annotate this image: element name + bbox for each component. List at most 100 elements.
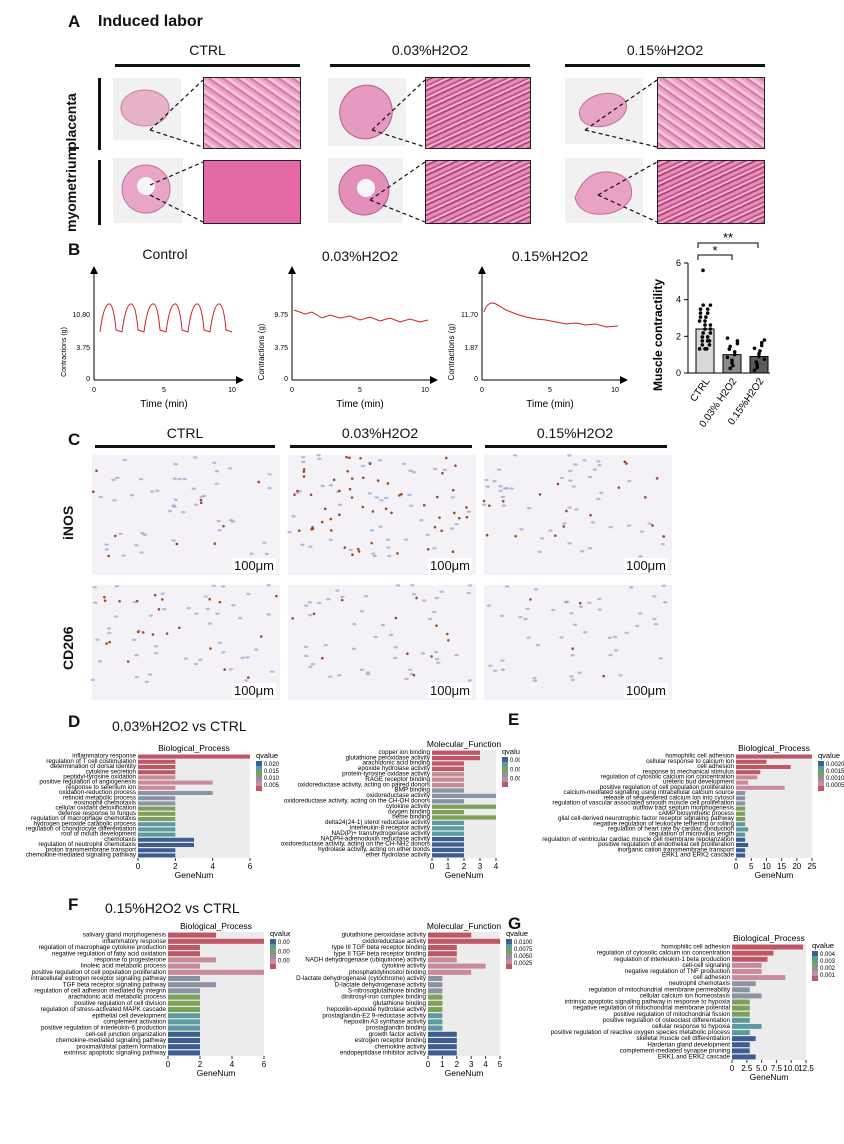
ihc-positive-stain bbox=[356, 547, 360, 551]
enrich-legend-swatch bbox=[502, 767, 508, 772]
contractility-point bbox=[700, 339, 705, 343]
contractility-point bbox=[700, 335, 705, 339]
ihc-positive-stain bbox=[177, 626, 181, 630]
enrich-bar bbox=[432, 842, 464, 847]
enrich-legend-swatch bbox=[506, 959, 512, 964]
panel-g-letter: G bbox=[508, 914, 522, 933]
enrich-category-label: glutathione peroxidase activity bbox=[342, 932, 427, 939]
ihc-positive-stain bbox=[488, 504, 491, 507]
ihc-nucleus bbox=[500, 495, 506, 499]
placenta-ctrl-micrograph bbox=[203, 77, 301, 149]
ihc-inos-015: 100μm bbox=[484, 455, 672, 575]
enrich-xtick-label: 12.5 bbox=[798, 1064, 814, 1073]
ihc-nucleus bbox=[498, 484, 503, 488]
ihc-nucleus bbox=[142, 533, 148, 536]
enrich-xtick-label: 3 bbox=[469, 1060, 474, 1069]
enrich-legend-tick: 0.002 bbox=[510, 777, 520, 783]
enrich-bar bbox=[432, 761, 464, 766]
enrich-xtick-label: 4 bbox=[483, 1060, 488, 1069]
ihc-nucleus bbox=[228, 467, 233, 470]
enrich-bar bbox=[736, 765, 791, 769]
ihc-positive-stain bbox=[103, 595, 106, 599]
contractility-point bbox=[755, 362, 759, 367]
ihc-nucleus bbox=[92, 586, 97, 589]
enrich-xtick-label: 3 bbox=[478, 862, 483, 871]
panel-f-subtitle: 0.15%H2O2 vs CTRL bbox=[105, 900, 240, 916]
enrich-legend-swatch bbox=[270, 939, 276, 944]
enrich-category-label: epoxide hydrolase activity bbox=[358, 765, 431, 772]
ihc-nucleus bbox=[95, 638, 100, 641]
enrich-bar bbox=[428, 1025, 443, 1031]
svg-text:3.75: 3.75 bbox=[274, 345, 288, 352]
enrich-category-label: response to mechanical stimulus bbox=[643, 768, 734, 775]
ihc-nucleus bbox=[596, 460, 601, 463]
ihc-positive-stain bbox=[440, 529, 443, 533]
ihc-nucleus bbox=[266, 613, 271, 616]
ihc-nucleus bbox=[134, 543, 139, 547]
enrich-bar bbox=[732, 969, 762, 974]
ihc-positive-stain bbox=[415, 596, 418, 600]
enrich-category-label: proton transmembrane transport bbox=[46, 846, 137, 853]
ihc-nucleus bbox=[171, 504, 176, 507]
enrich-category-label: linoleic acid metabolic process bbox=[81, 963, 166, 970]
enrich-legend-swatch bbox=[818, 771, 824, 776]
enrich-legend-title: qvalue bbox=[270, 929, 290, 938]
panel-a-rule-015 bbox=[565, 64, 765, 67]
enrich-category-label: oxygen binding bbox=[388, 808, 431, 815]
enrich-category-label: arachidonic acid binding bbox=[362, 760, 430, 767]
ihc-positive-stain bbox=[412, 673, 416, 677]
ihc-nucleus bbox=[597, 463, 602, 467]
ihc-nucleus bbox=[537, 550, 542, 553]
enrich-bar bbox=[168, 982, 216, 988]
ihc-nucleus bbox=[612, 635, 618, 639]
enrich-category-label: defense response to fungus bbox=[58, 810, 136, 817]
ihc-nucleus bbox=[627, 479, 632, 483]
ihc-nucleus bbox=[304, 654, 309, 658]
enrich-bar bbox=[138, 853, 176, 858]
ihc-nucleus bbox=[262, 541, 267, 544]
enrich-bar bbox=[736, 801, 746, 806]
enrich-xlabel: GeneNum bbox=[755, 870, 794, 880]
ihc-nucleus bbox=[492, 669, 498, 672]
enrich-bar bbox=[432, 847, 464, 852]
ihc-nucleus bbox=[155, 489, 160, 492]
enrich-category-label: regulation of mitochondrial membrane per… bbox=[589, 986, 731, 993]
ihc-nucleus bbox=[379, 499, 384, 502]
ihc-positive-stain bbox=[113, 534, 117, 538]
ihc-nucleus bbox=[498, 489, 503, 493]
enrich-bar bbox=[732, 1030, 750, 1035]
ihc-positive-stain bbox=[398, 494, 401, 497]
ihc-positive-stain bbox=[257, 480, 261, 484]
enrich-bar bbox=[432, 777, 464, 782]
ihc-positive-stain bbox=[199, 498, 203, 502]
ihc-nucleus bbox=[308, 545, 313, 548]
enrich-category-label: arachidonic acid metabolic process bbox=[68, 994, 166, 1001]
enrich-category-label: phosphatidylinositol binding bbox=[349, 969, 427, 976]
enrich-category-label: cytokine activity bbox=[386, 803, 431, 810]
enrich-bar bbox=[138, 827, 176, 832]
ihc-positive-stain bbox=[323, 507, 327, 511]
ihc-nucleus bbox=[425, 533, 430, 537]
enrich-category-label: regulation of T cell costimulation bbox=[46, 758, 136, 765]
ihc-positive-stain bbox=[644, 495, 647, 499]
sig-star-2: ** bbox=[723, 230, 733, 245]
enrich-legend-title: qvalue bbox=[502, 747, 520, 756]
contractility-point bbox=[708, 327, 713, 331]
enrich-bar bbox=[168, 1031, 200, 1037]
ihc-nucleus bbox=[562, 522, 567, 525]
enrich-bar bbox=[732, 1042, 750, 1048]
ihc-nucleus bbox=[608, 525, 613, 529]
contractility-point bbox=[701, 268, 705, 273]
enrich-bar bbox=[428, 1007, 443, 1012]
ihc-nucleus bbox=[393, 646, 398, 649]
ihc-positive-stain bbox=[451, 550, 455, 553]
ihc-positive-stain bbox=[309, 493, 313, 497]
enrich-category-label: NADPH-adrenodoxin reductase activity bbox=[321, 835, 431, 842]
ihc-positive-stain bbox=[384, 507, 388, 511]
ihc-positive-stain bbox=[208, 597, 211, 601]
ihc-nucleus bbox=[466, 510, 472, 513]
contractility-point bbox=[730, 361, 734, 365]
panel-a-row-bar-placenta bbox=[98, 78, 101, 150]
